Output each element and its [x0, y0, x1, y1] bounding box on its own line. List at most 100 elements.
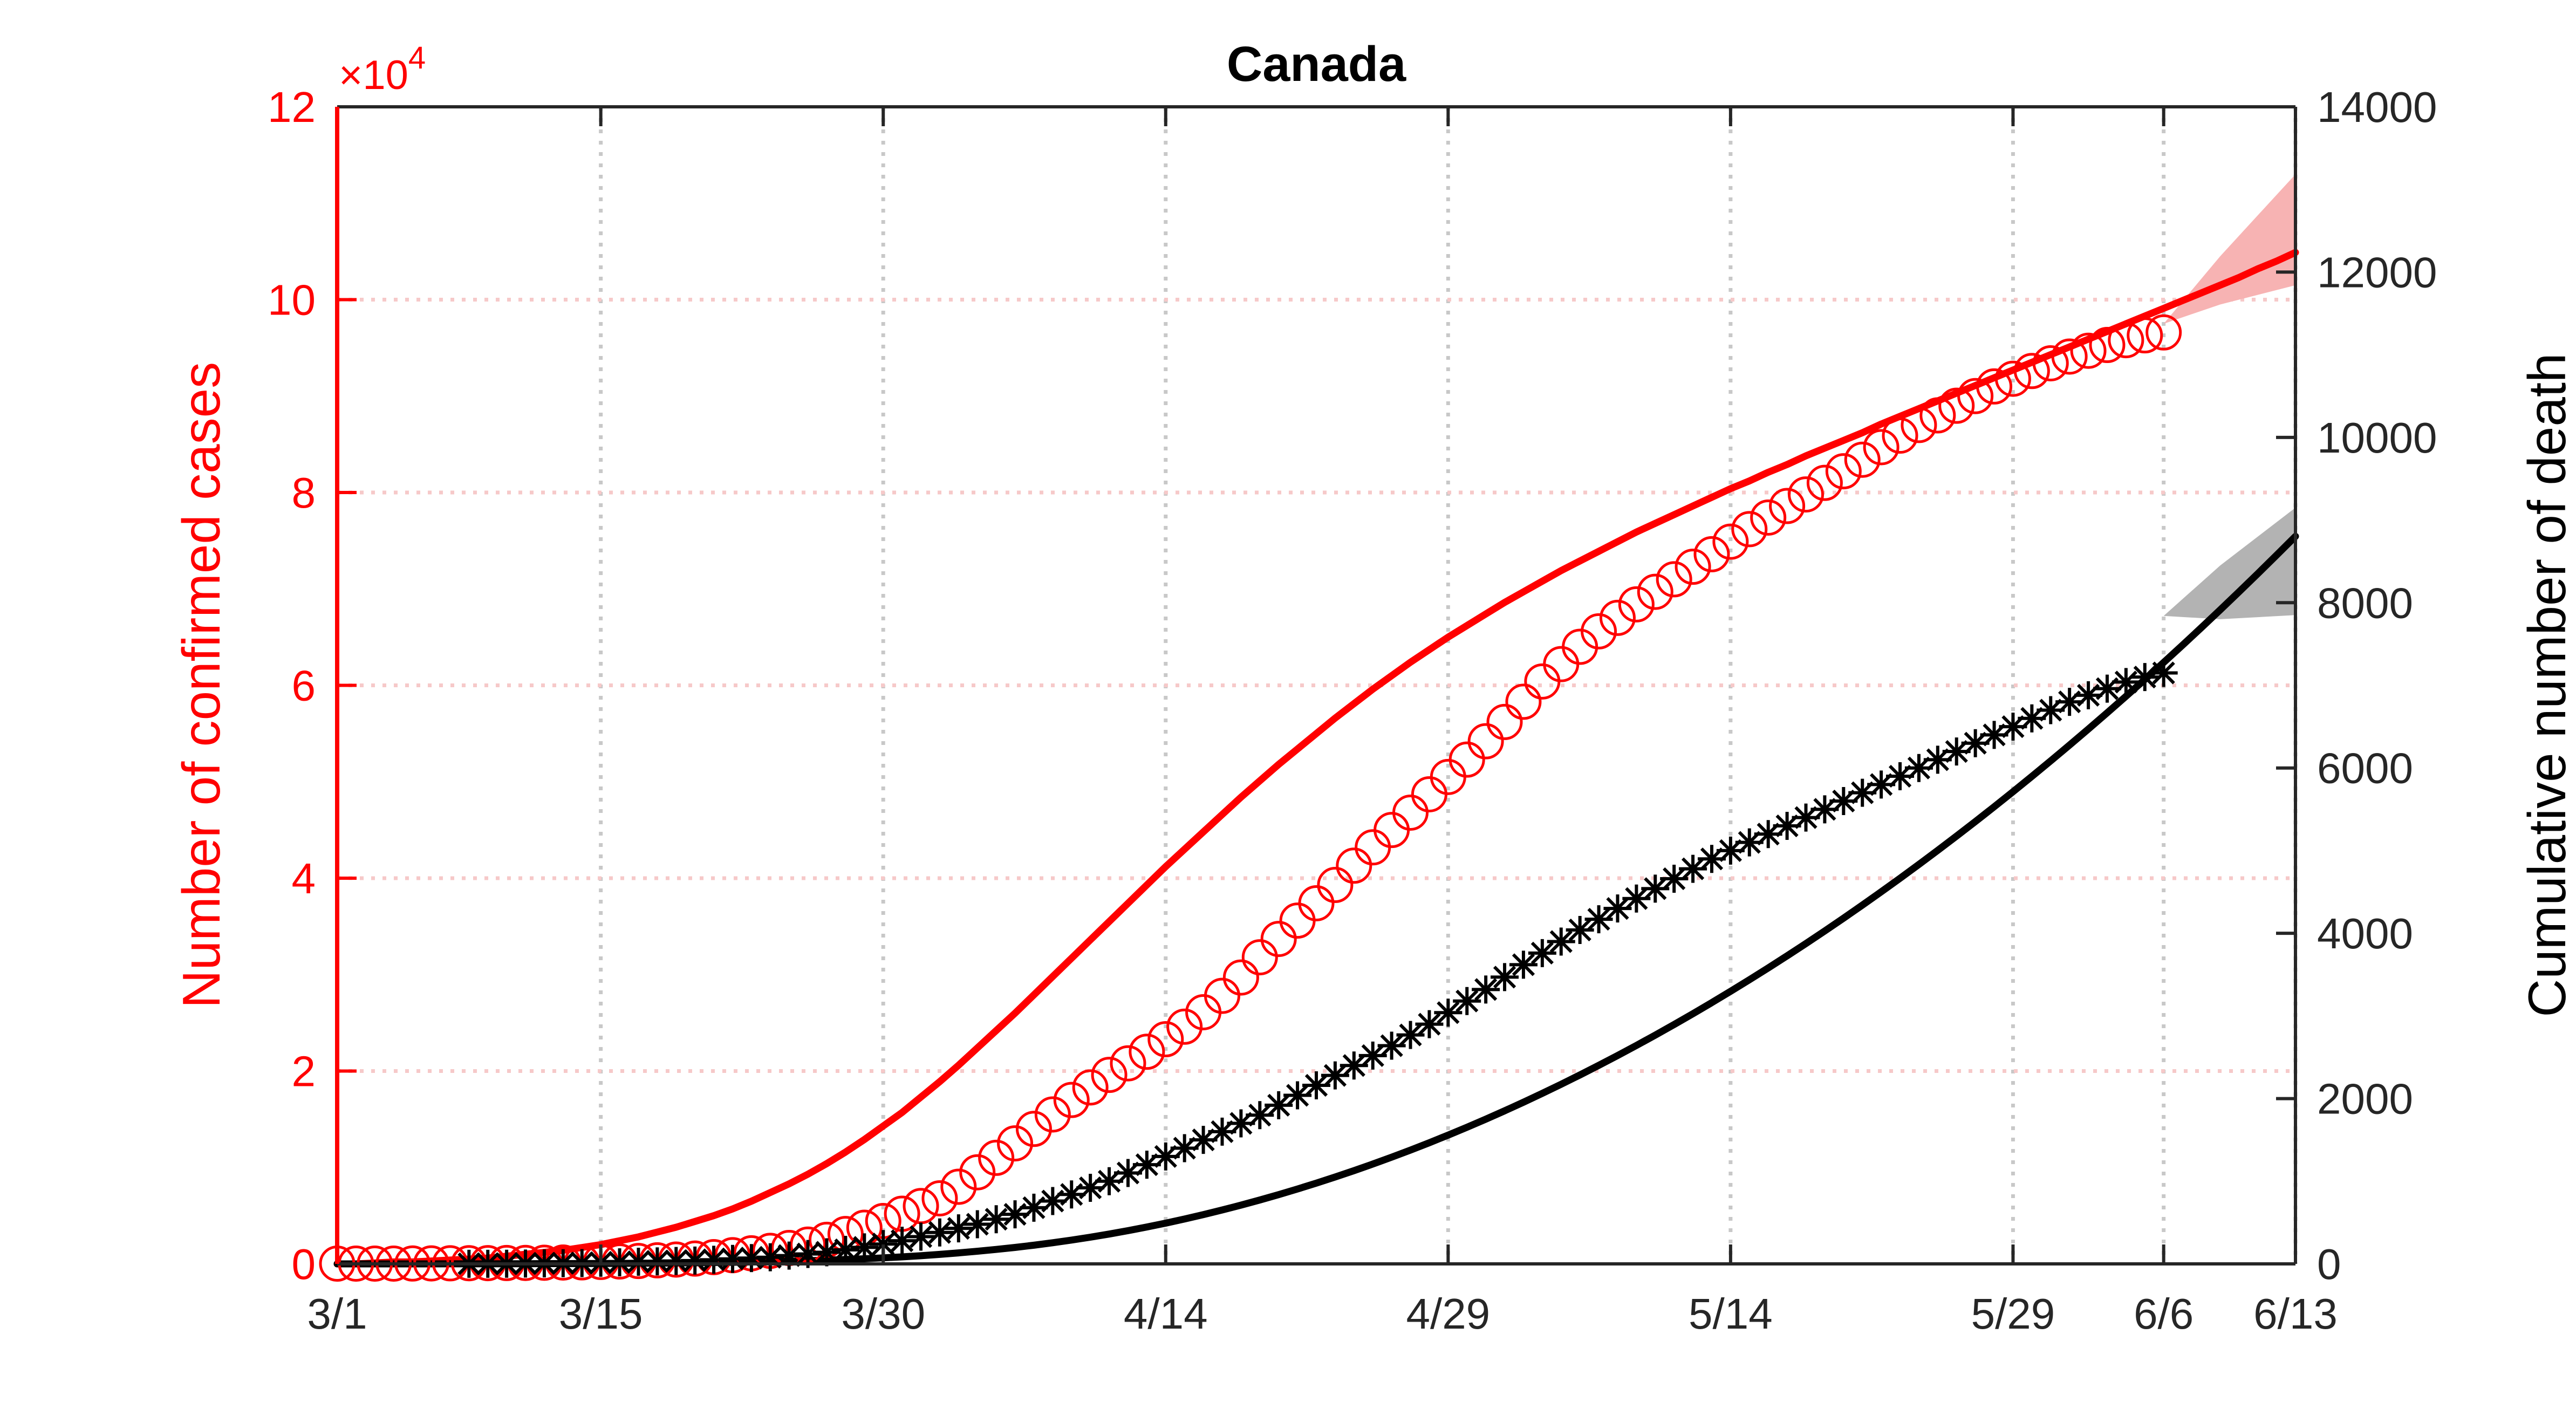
- death-point: [643, 1247, 672, 1276]
- case-point: [959, 1154, 996, 1191]
- case-point: [978, 1139, 1015, 1176]
- death-point: [963, 1210, 992, 1239]
- case-point: [1204, 977, 1240, 1014]
- case-point: [1034, 1096, 1071, 1133]
- case-point: [1750, 499, 1787, 536]
- death-point: [2093, 674, 2121, 703]
- death-point-stroke: [1663, 867, 1686, 891]
- case-point: [1882, 418, 1918, 454]
- case-point: [1129, 1034, 1165, 1070]
- death-point: [1716, 836, 1745, 865]
- case-point: [1147, 1021, 1184, 1058]
- death-point-stroke: [2114, 671, 2137, 694]
- death-point-stroke: [665, 1249, 688, 1273]
- death-point: [944, 1214, 973, 1243]
- case-point: [1222, 959, 1259, 996]
- case-point: [1938, 387, 1975, 424]
- death-point: [2130, 663, 2159, 692]
- death-point: [1509, 950, 1538, 979]
- case-point: [1976, 368, 2013, 405]
- axes: [335, 105, 2297, 1265]
- death-point-stroke: [1681, 857, 1705, 880]
- y-right-tick-label: 10000: [2317, 414, 2437, 462]
- case-point: [1260, 921, 1297, 957]
- death-point-stroke: [684, 1249, 707, 1272]
- death-point-stroke: [627, 1250, 650, 1274]
- case-point: [1467, 723, 1504, 760]
- chart-title: Canada: [1227, 37, 1406, 92]
- x-tick-label: 3/1: [307, 1290, 367, 1338]
- deaths_band-area: [2163, 508, 2295, 619]
- death-point-stroke: [702, 1248, 726, 1271]
- death-point-stroke: [1437, 1001, 1460, 1024]
- death-point-stroke: [1399, 1023, 1422, 1046]
- death-point-stroke: [1474, 978, 1498, 1001]
- death-point: [1283, 1081, 1312, 1110]
- case-point: [1957, 378, 1994, 414]
- death-point: [925, 1218, 954, 1247]
- death-point-stroke: [1286, 1084, 1309, 1107]
- case-point: [1693, 536, 1730, 572]
- death-point-stroke: [1512, 953, 1535, 976]
- death-point: [1547, 927, 1575, 956]
- death-point: [831, 1235, 860, 1264]
- death-point: [2074, 681, 2103, 709]
- case-point: [1505, 683, 1542, 720]
- case-point: [1053, 1082, 1090, 1118]
- case-point: [921, 1180, 958, 1216]
- case-point: [940, 1168, 977, 1205]
- y-left-exponent: ×104: [339, 40, 426, 98]
- death-point-stroke: [1587, 907, 1610, 931]
- y-right-tick-label: 4000: [2317, 909, 2413, 957]
- case-point: [1788, 476, 1824, 513]
- death-point-stroke: [947, 1216, 970, 1240]
- death-point-stroke: [1342, 1054, 1365, 1077]
- death-point: [2112, 668, 2140, 696]
- death-point: [1020, 1193, 1048, 1222]
- x-tick-label: 5/29: [1971, 1290, 2055, 1338]
- case-point: [1901, 407, 1937, 443]
- cases_fit-line: [333, 249, 2299, 1268]
- death-point: [812, 1238, 841, 1267]
- y-left-tick-label: 12: [268, 83, 316, 131]
- death-point: [982, 1205, 1010, 1234]
- death-point: [1472, 975, 1500, 1004]
- death-point-stroke: [928, 1221, 952, 1244]
- case-point: [1806, 464, 1843, 501]
- case-point: [1392, 794, 1429, 831]
- y-left-exponent-power: 4: [408, 40, 426, 76]
- y-right-tick-label: 14000: [2317, 83, 2437, 131]
- confidence-bands: [2163, 174, 2295, 619]
- case-point: [1072, 1069, 1109, 1106]
- death-point-stroke: [2152, 661, 2175, 685]
- death-point-stroke: [1493, 966, 1516, 989]
- y-left-tick-label: 6: [292, 662, 316, 710]
- death-point: [1227, 1109, 1255, 1138]
- death-point-stroke: [1304, 1073, 1328, 1097]
- y-right-tick-label: 2000: [2317, 1075, 2413, 1123]
- death-point: [1001, 1200, 1029, 1229]
- case-point: [1336, 847, 1372, 884]
- case-point: [2145, 314, 2182, 351]
- case-point: [1091, 1057, 1128, 1093]
- case-point: [1317, 867, 1354, 904]
- death-point: [1321, 1061, 1349, 1090]
- case-point: [2108, 322, 2144, 359]
- death-point: [1076, 1174, 1105, 1202]
- death-point-stroke: [815, 1241, 838, 1264]
- case-point: [1863, 429, 1899, 466]
- y-left-tick-label: 10: [268, 276, 316, 324]
- x-tick-label: 4/14: [1124, 1290, 1208, 1338]
- death-point: [1453, 987, 1481, 1015]
- death-point-stroke: [1456, 989, 1479, 1013]
- case-point: [2070, 332, 2107, 369]
- y-left-tick-label: 4: [292, 854, 316, 902]
- death-point-stroke: [872, 1233, 895, 1256]
- case-point: [1656, 561, 1692, 598]
- case-point: [1015, 1111, 1052, 1147]
- tick-labels: 3/1 3/15 3/30 4/14 4/29 5/14 5/29 6/6 6/13024681…: [268, 83, 2437, 1338]
- death-point-stroke: [1606, 897, 1629, 920]
- case-point: [2032, 345, 2069, 381]
- y-right-axis-label: Cumulative number of death: [2517, 353, 2576, 1017]
